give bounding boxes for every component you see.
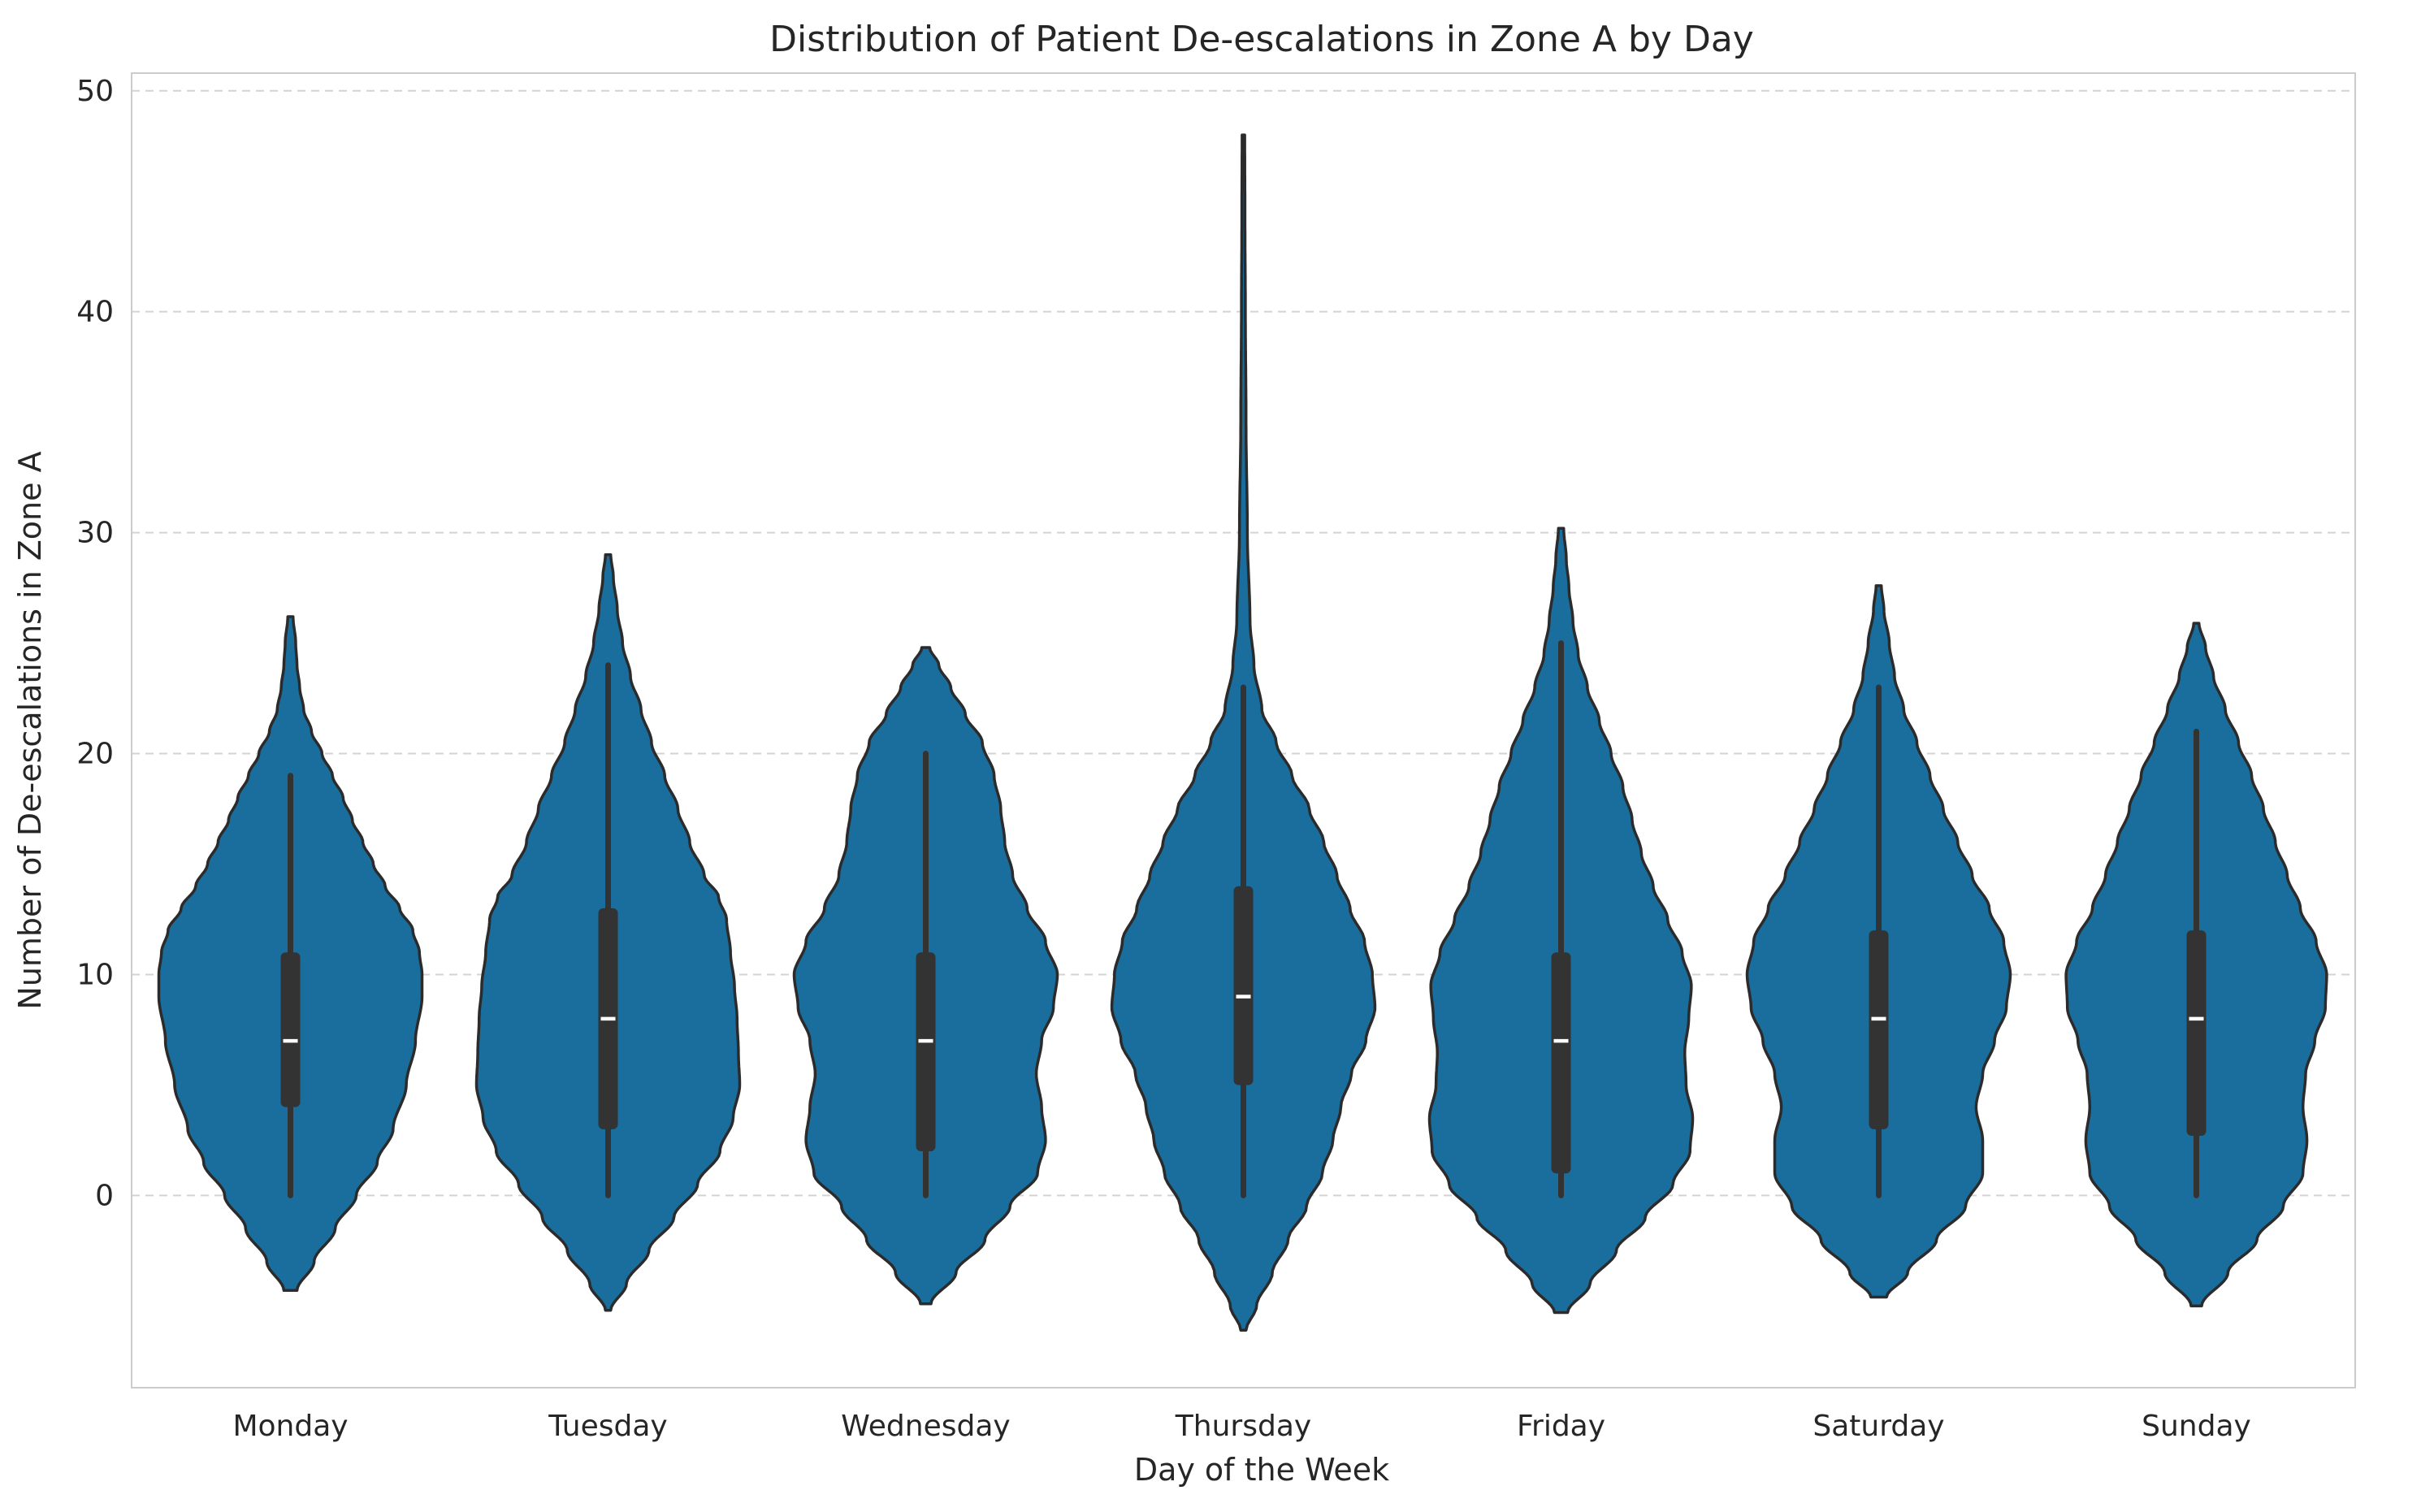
y-tick-label: 30 (76, 517, 114, 550)
x-tick-label: Tuesday (548, 1410, 667, 1443)
x-axis-label: Day of the Week (1134, 1452, 1389, 1488)
iqr-box (1551, 952, 1571, 1174)
x-tick-label: Thursday (1175, 1410, 1311, 1443)
x-tick-label: Saturday (1813, 1410, 1944, 1443)
iqr-box (280, 952, 301, 1107)
iqr-box (916, 952, 936, 1152)
plot-frame (131, 72, 2356, 1389)
iqr-box (2186, 930, 2207, 1136)
y-tick-label: 50 (76, 75, 114, 108)
chart-title: Distribution of Patient De-escalations i… (769, 19, 1754, 60)
x-tick-label: Wednesday (841, 1410, 1010, 1443)
x-axis-ticks: Monday Tuesday Wednesday Thursday Friday Satu… (232, 1410, 2250, 1443)
y-tick-label: 20 (76, 738, 114, 771)
y-axis-label: Number of De-escalations in Zone A (12, 451, 48, 1009)
x-tick-label: Sunday (2142, 1410, 2251, 1443)
violins (157, 133, 2328, 1332)
y-tick-label: 40 (76, 296, 114, 329)
iqr-box (1869, 930, 1889, 1129)
y-axis-ticks: 0 10 20 30 40 50 (76, 75, 114, 1213)
y-tick-label: 10 (76, 958, 114, 991)
y-tick-label: 0 (95, 1179, 114, 1212)
x-tick-label: Monday (232, 1410, 348, 1443)
iqr-box (1233, 886, 1254, 1085)
x-tick-label: Friday (1517, 1410, 1605, 1443)
